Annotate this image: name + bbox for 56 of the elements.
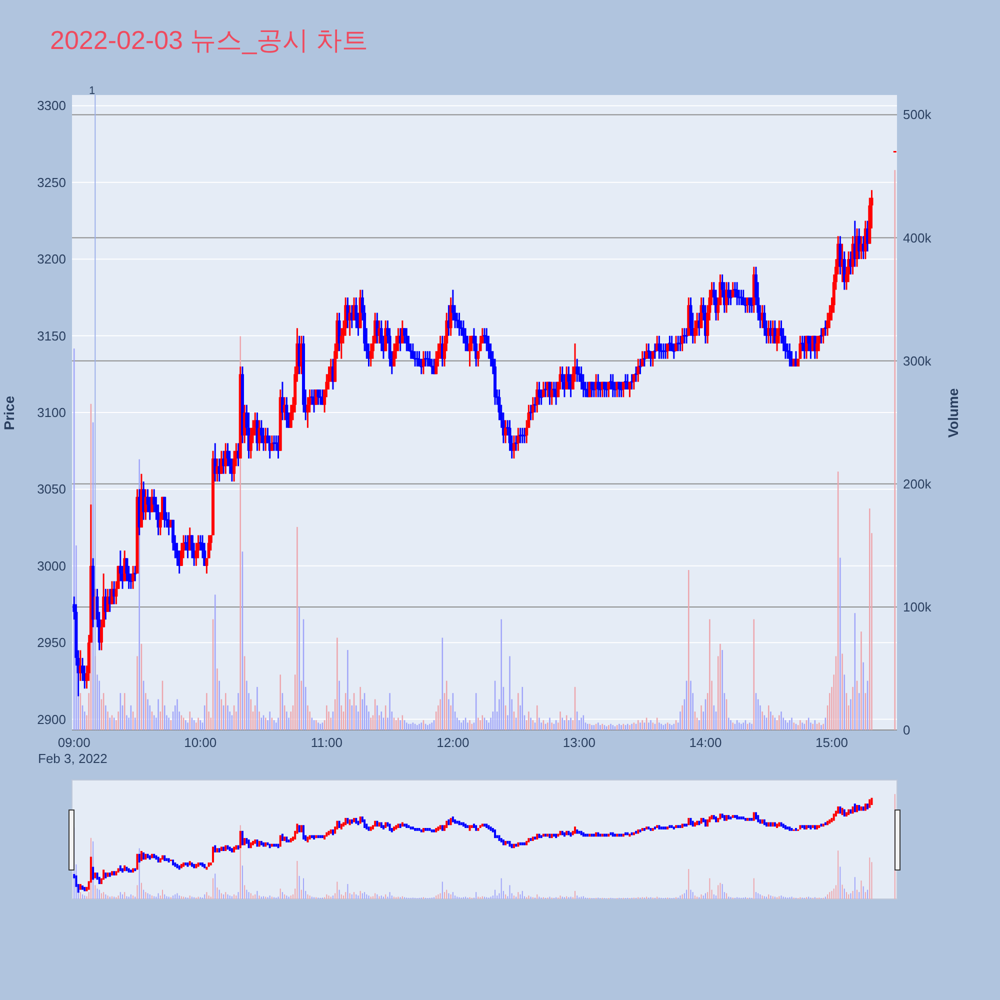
- x-tick-label: 10:00: [184, 735, 217, 750]
- y2-tick-label: 100k: [903, 599, 932, 614]
- y-tick-label: 3150: [37, 328, 66, 344]
- candlestick: [542, 381, 545, 398]
- y-tick-label: 2950: [37, 635, 66, 650]
- y-tick-label: 2900: [37, 712, 66, 727]
- candlestick: [422, 350, 425, 375]
- y2-tick-label: 200k: [903, 476, 932, 492]
- candlestick: [727, 281, 730, 306]
- y-axis-title: Price: [1, 396, 17, 430]
- candlestick: [838, 235, 842, 276]
- y2-tick-label: 500k: [903, 107, 932, 122]
- y2-tick-label: 400k: [903, 230, 932, 246]
- candlestick: [416, 350, 419, 368]
- candlestick: [548, 381, 552, 406]
- x-tick-label: 15:00: [815, 735, 848, 750]
- candlestick: [270, 434, 274, 452]
- ref-line-label: 1: [89, 85, 96, 97]
- candlestick: [748, 296, 752, 314]
- candlestick: [618, 381, 621, 398]
- candlestick: [516, 427, 520, 452]
- candlestick: [607, 381, 610, 398]
- candlestick: [596, 373, 600, 398]
- y-tick-label: 3300: [37, 98, 66, 114]
- y-tick-label: 3200: [37, 252, 66, 267]
- y-tick-label: 3000: [37, 558, 66, 574]
- x-tick-label: 13:00: [562, 735, 596, 750]
- candlestick: [144, 488, 148, 521]
- candlestick: [285, 396, 288, 429]
- candlestick: [376, 312, 379, 344]
- candlestick: [788, 342, 792, 368]
- candlestick: [668, 335, 672, 352]
- x-tick-label: 11:00: [310, 735, 342, 750]
- candlestick: [658, 335, 661, 360]
- y2-tick-label: 0: [903, 722, 910, 738]
- y-tick-label: 3050: [37, 482, 66, 497]
- x-tick-label: 12:00: [436, 735, 470, 750]
- candlestick: [636, 358, 640, 383]
- candlestick: [628, 381, 632, 398]
- candlestick: [405, 327, 408, 352]
- text: Feb 3, 2022: [38, 751, 108, 766]
- candlestick: [602, 381, 606, 398]
- x-tick-label: 09:00: [58, 735, 90, 750]
- candlestick: [666, 342, 670, 360]
- y2-tick-label: 300k: [903, 353, 932, 368]
- candlestick: [316, 388, 320, 406]
- candlestick: [538, 381, 541, 406]
- candlestick: [736, 281, 739, 306]
- y2-axis-title: Volume: [945, 388, 961, 438]
- y-tick-label: 3100: [37, 405, 66, 420]
- candlestick: [816, 335, 819, 360]
- chart-title: 2022-02-03 뉴스_공시 차트: [50, 25, 368, 55]
- x-tick-label: 14:00: [689, 735, 722, 750]
- candlestick: [426, 350, 430, 368]
- y-tick-label: 3250: [37, 174, 66, 190]
- candlestick: [346, 296, 350, 329]
